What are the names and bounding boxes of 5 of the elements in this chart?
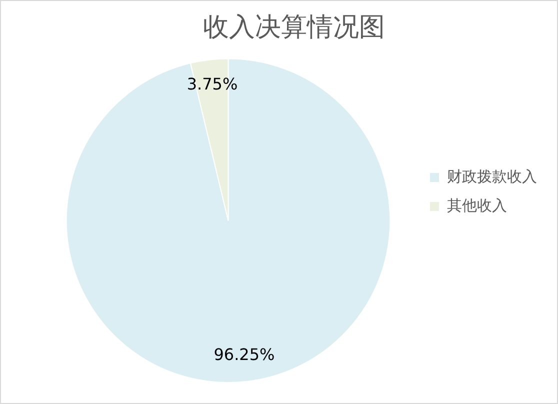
legend-label: 财政拨款收入 [447, 167, 537, 186]
data-label: 3.75% [186, 74, 238, 94]
data-label: 96.25% [214, 344, 275, 364]
legend-label: 其他收入 [447, 196, 507, 214]
chart-title: 收入决算情况图 [203, 12, 385, 42]
